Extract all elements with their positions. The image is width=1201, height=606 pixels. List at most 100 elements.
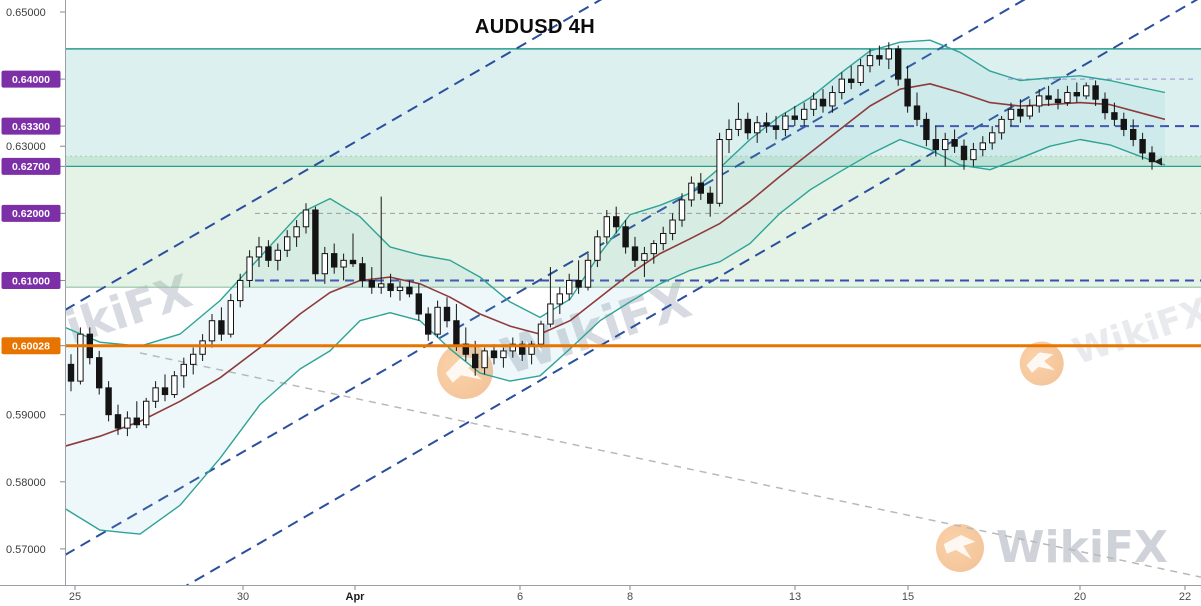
candle-down (744, 118, 751, 134)
candle-up (77, 333, 84, 382)
bollinger-fill (65, 40, 1165, 535)
ascending-channel-lower (149, 0, 1199, 606)
candle-up (801, 108, 808, 120)
candle-down (133, 417, 141, 426)
candle-down (425, 313, 432, 335)
candle-down (772, 125, 780, 130)
candle-down (960, 145, 968, 161)
last-price-marker (1154, 157, 1162, 166)
candle-down (622, 226, 629, 248)
candle-up (340, 259, 347, 268)
candle-down (1054, 98, 1062, 104)
price-badge-purple (1, 271, 61, 289)
candle-up (274, 249, 282, 261)
bollinger-bands (64, 39, 1166, 535)
bollinger-lower-band (64, 138, 1166, 535)
price-badge-orange (1, 337, 61, 355)
candle-down (105, 387, 112, 416)
candle-up (584, 259, 592, 288)
candle-up (171, 375, 178, 396)
candle-down (387, 283, 394, 292)
candle-up (942, 139, 949, 151)
candle-up (246, 256, 253, 281)
candle-down (1139, 139, 1146, 154)
candle-down (923, 118, 930, 141)
x-axis-label: 15 (902, 591, 914, 603)
candle-up (500, 350, 507, 359)
candle-up (227, 300, 235, 335)
candle-down (1092, 85, 1099, 100)
price-badge-purple (1, 204, 61, 222)
candle-up (321, 253, 329, 275)
candle-down (631, 246, 639, 261)
chart-title: AUDUSD 4H (474, 16, 596, 38)
price-badge-purple (1, 70, 61, 88)
candle-up (284, 236, 291, 251)
candle-up (566, 279, 573, 295)
candle-up (979, 142, 986, 151)
candle-down (359, 263, 366, 281)
candle-down (904, 78, 911, 107)
candle-down (349, 259, 357, 265)
candle-down (490, 350, 498, 359)
candle-down (114, 414, 122, 429)
candle-down (1101, 98, 1109, 114)
candle-up (537, 323, 545, 345)
key-level-layer (65, 157, 1201, 348)
y-axis-label: 0.57000 (6, 544, 46, 556)
y-axis-label: 0.63000 (6, 141, 46, 153)
x-axis-label: 13 (789, 591, 801, 603)
price-badge-label: 0.63300 (12, 121, 50, 133)
candle-down (443, 306, 451, 322)
candle-up (688, 182, 695, 201)
candle-down (1148, 152, 1156, 163)
candle-up (885, 48, 892, 60)
x-axis-label: 25 (69, 591, 81, 603)
candle-up (293, 226, 300, 238)
candle-up (152, 387, 159, 402)
y-axis-label: 0.58000 (6, 477, 46, 489)
candle-down (67, 363, 75, 382)
candle-down (1120, 118, 1127, 130)
candle-up (199, 340, 206, 355)
candle-down (932, 139, 939, 151)
x-axis-label: 20 (1074, 591, 1086, 603)
y-axis-panel (0, 0, 65, 585)
candle-down (876, 55, 883, 60)
candle-up (1036, 95, 1043, 107)
x-axis-label: 6 (517, 591, 523, 603)
y-axis-label: 0.59000 (6, 410, 46, 422)
candle-up (594, 236, 601, 261)
x-axis-strip (0, 585, 1201, 606)
price-badge-label: 0.62000 (12, 208, 50, 220)
candle-down (312, 209, 319, 275)
candle-up (481, 350, 488, 369)
price-badge-label: 0.61000 (12, 275, 50, 287)
candle-down (161, 387, 169, 396)
y-axis-label: 0.65000 (6, 7, 46, 19)
price-badge-purple (1, 117, 61, 135)
candle-up (678, 199, 686, 221)
candle-down (406, 286, 413, 295)
candle-up (190, 353, 197, 365)
trendlines (64, 0, 1201, 606)
candle-down (1130, 128, 1137, 141)
price-badge-purple (1, 157, 61, 175)
candle-down (218, 320, 225, 335)
candle-up (650, 243, 657, 255)
candle-up (1064, 92, 1071, 104)
candle-down (1045, 95, 1052, 100)
candle-down (1073, 92, 1080, 97)
candle-up (1026, 105, 1033, 117)
price-badge-label: 0.62700 (12, 161, 50, 173)
candle-down (453, 320, 460, 345)
candle-up (998, 118, 1005, 134)
candle-up (989, 132, 996, 144)
descending-gray-trendline (139, 352, 1201, 578)
candle-up (302, 209, 310, 228)
x-axis-label: 8 (627, 591, 633, 603)
candle-up (866, 55, 874, 67)
candle-down (848, 78, 855, 83)
candle-down (368, 279, 376, 288)
